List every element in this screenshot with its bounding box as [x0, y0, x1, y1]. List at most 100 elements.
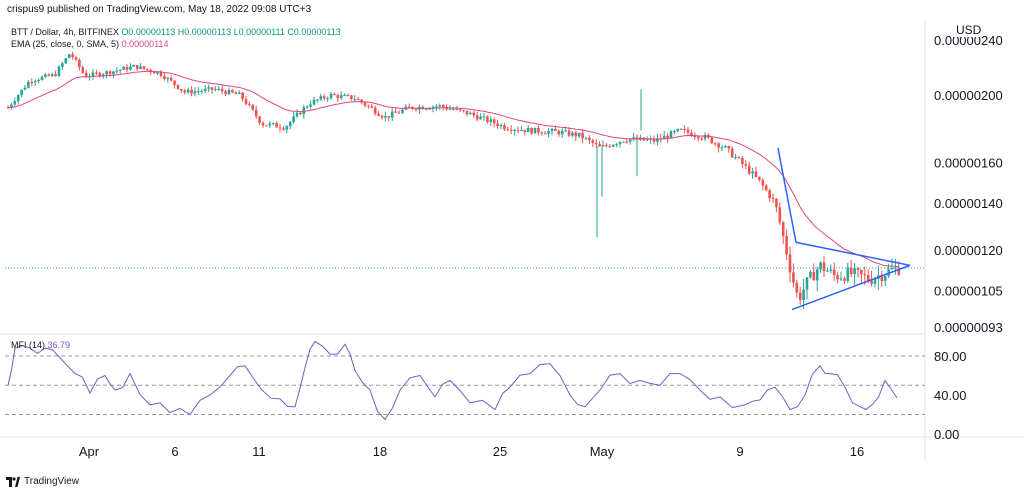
mfi-tick-label: 40.00	[934, 388, 967, 403]
candle-body	[448, 108, 452, 110]
candle-body	[363, 102, 367, 106]
candle-body	[380, 115, 384, 118]
mfi-legend: MFI (14) 36.79	[11, 340, 70, 350]
price-tick-label: 0.00000240	[934, 33, 1003, 48]
candle-body	[384, 116, 387, 118]
candle-body	[717, 143, 720, 148]
candle-body	[322, 96, 326, 99]
candle-body	[472, 112, 476, 116]
candle-body	[520, 129, 523, 131]
time-tick-label: 11	[252, 444, 266, 459]
candle-body	[618, 141, 622, 145]
candle-body	[584, 137, 588, 139]
candle-body	[489, 119, 493, 122]
candle-body	[115, 70, 119, 72]
candle-body	[251, 104, 255, 110]
symbol-title[interactable]: BTT / Dollar, 4h, BITFINEX	[11, 27, 119, 37]
candle-body	[863, 274, 867, 276]
candle-body	[353, 99, 357, 101]
candle-body	[356, 99, 360, 101]
candle-body	[401, 109, 404, 113]
candle-body	[598, 144, 601, 147]
candle-body	[465, 110, 469, 115]
candle-body	[605, 145, 608, 147]
candle-body	[499, 125, 503, 127]
candle-body	[792, 272, 795, 283]
price-tick-label: 0.00000120	[934, 243, 1003, 258]
candle-body	[101, 74, 105, 76]
candle-body	[265, 125, 268, 127]
currency-label[interactable]: USD	[954, 23, 984, 37]
candle-body	[475, 115, 479, 120]
candle-body	[506, 129, 510, 131]
price-tick-label: 0.00000140	[934, 196, 1003, 211]
candle-body	[826, 270, 829, 272]
candle-body	[200, 90, 204, 92]
candle-body	[843, 278, 846, 282]
ohlc-values: O0.00000113 H0.00000113 L0.00000111 C0.0…	[121, 27, 341, 37]
candle-body	[761, 179, 765, 186]
candle-body	[214, 89, 217, 91]
time-tick-label: 25	[493, 444, 507, 459]
ema-label[interactable]: EMA (25, close, 0, SMA, 5)	[11, 39, 120, 49]
candle-body	[292, 116, 295, 122]
candle-body	[428, 108, 431, 110]
candle-body	[350, 95, 353, 100]
candle-body	[809, 271, 812, 278]
candle-body	[142, 66, 146, 69]
candle-body	[574, 132, 578, 137]
candle-body	[139, 66, 142, 69]
candle-body	[452, 108, 455, 110]
candle-body	[543, 133, 547, 135]
candle-body	[186, 89, 190, 93]
candle-body	[316, 99, 319, 101]
candle-body	[744, 164, 748, 166]
candle-body	[343, 95, 346, 97]
candle-body	[557, 130, 561, 135]
candle-body	[737, 157, 741, 159]
candle-body	[785, 236, 788, 255]
candle-body	[696, 136, 700, 139]
candle-body	[547, 131, 550, 134]
candle-body	[10, 104, 13, 108]
time-tick-label: Apr	[79, 444, 100, 459]
candle-body	[210, 87, 214, 90]
candle-body	[727, 145, 731, 149]
candle-body	[482, 116, 486, 118]
candle-body	[815, 269, 819, 281]
candle-body	[112, 71, 115, 75]
candle-body	[271, 123, 275, 125]
candle-body	[883, 276, 887, 281]
candle-body	[781, 222, 785, 237]
candle-body	[326, 98, 329, 100]
candle-body	[530, 128, 533, 134]
candle-body	[601, 145, 605, 147]
candle-body	[713, 143, 717, 145]
candle-body	[768, 190, 771, 199]
candle-body	[108, 71, 112, 75]
publisher-caption: crispus9 published on TradingView.com, M…	[7, 4, 312, 15]
mfi-label[interactable]: MFI (14)	[11, 340, 46, 350]
candle-body	[333, 94, 336, 96]
candle-body	[367, 105, 370, 107]
footer-brand[interactable]: TradingView	[6, 476, 79, 487]
mfi-value: 36.79	[47, 340, 71, 350]
candle-body	[492, 119, 496, 124]
candle-body	[591, 140, 595, 144]
candle-body	[435, 106, 438, 108]
candle-body	[156, 72, 159, 74]
price-tick-label: 0.00000160	[934, 156, 1003, 171]
candle-body	[95, 72, 98, 74]
candle-body	[560, 131, 564, 135]
candle-body	[700, 138, 703, 140]
candle-body	[105, 71, 108, 75]
candle-body	[166, 77, 170, 79]
candle-body	[567, 130, 571, 136]
candle-body	[84, 72, 88, 78]
footer-brand-text: TradingView	[24, 476, 80, 487]
candle-body	[577, 132, 581, 137]
candle-body	[309, 104, 312, 107]
candle-body	[98, 72, 102, 76]
candle-body	[798, 292, 802, 300]
